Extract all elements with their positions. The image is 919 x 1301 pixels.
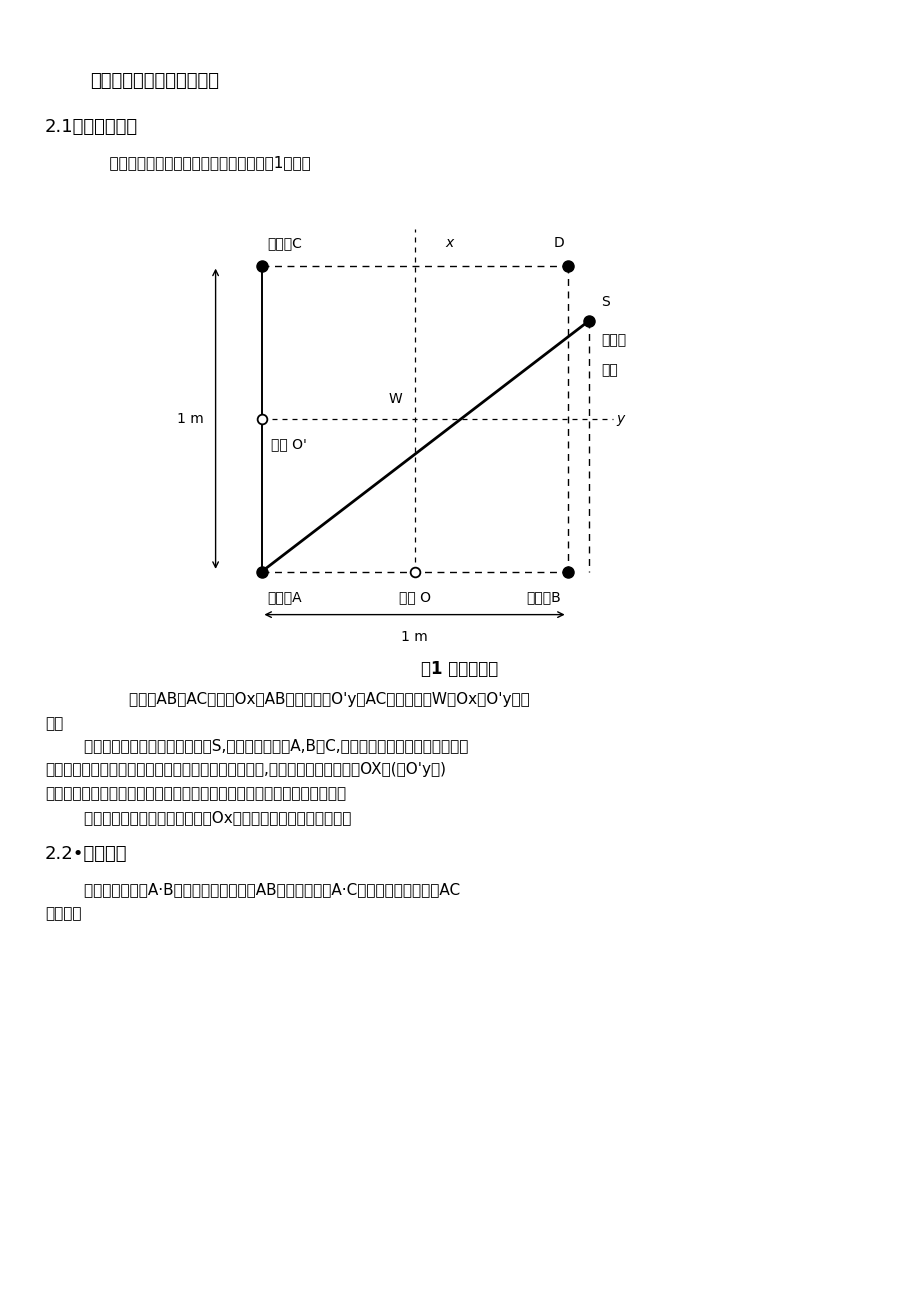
Text: 1 m: 1 m bbox=[176, 411, 203, 425]
Text: 声音接收器能利用可移动声源和接收器之间的不同距离,产生一个可移动声源离OX线(或O'y线): 声音接收器能利用可移动声源和接收器之间的不同距离,产生一个可移动声源离OX线(或… bbox=[45, 762, 446, 777]
Text: 接收器A: 接收器A bbox=[267, 591, 302, 604]
Text: 设计要求与本设计功能概述: 设计要求与本设计功能概述 bbox=[90, 72, 219, 90]
Text: 1 m: 1 m bbox=[401, 630, 427, 644]
Text: 可移动声源运动的起始点必须在Ox线右侧，位置可以任意指定。: 可移动声源运动的起始点必须在Ox线右侧，位置可以任意指定。 bbox=[45, 811, 351, 825]
Text: 的误差信号，并用无线方式将此误差信号传输至可移动声源，引导其运动。: 的误差信号，并用无线方式将此误差信号传输至可移动声源，引导其运动。 bbox=[45, 786, 346, 801]
Text: 2.1、任务要求：: 2.1、任务要求： bbox=[45, 118, 138, 137]
Text: 测距思想：根据A·B两点确定小车距直线AB的距离，根据A·C两点确定小车距直线AC: 测距思想：根据A·B两点确定小车距直线AB的距离，根据A·C两点确定小车距直线A… bbox=[45, 882, 460, 896]
Text: x: x bbox=[445, 237, 453, 250]
Text: 接收器B: 接收器B bbox=[527, 591, 561, 604]
Text: 2.2•测距方案: 2.2•测距方案 bbox=[45, 846, 128, 863]
Text: y: y bbox=[616, 411, 624, 425]
Text: 声音导引系统有一个可移动声源S,三个声音接收器A,B和C,声音接收器之间可以有线连接。: 声音导引系统有一个可移动声源S,三个声音接收器A,B和C,声音接收器之间可以有线… bbox=[45, 738, 468, 753]
Text: 声源: 声源 bbox=[601, 364, 618, 377]
Text: 中点 O: 中点 O bbox=[398, 591, 430, 604]
Text: 可移动: 可移动 bbox=[601, 333, 626, 347]
Text: 图中，AB与AC垂直，Ox是AB的中垂线，O'y是AC的中垂线，W是Ox和O'y的交: 图中，AB与AC垂直，Ox是AB的中垂线，O'y是AC的中垂线，W是Ox和O'y… bbox=[90, 692, 529, 706]
Text: D: D bbox=[553, 237, 564, 250]
Text: S: S bbox=[601, 294, 609, 308]
Text: 中点 O': 中点 O' bbox=[270, 437, 306, 451]
Text: 设计并制作一声音导引系统，示意图如图1所示。: 设计并制作一声音导引系统，示意图如图1所示。 bbox=[90, 155, 311, 170]
Text: 的距离。: 的距离。 bbox=[45, 905, 82, 921]
Text: 点。: 点。 bbox=[45, 716, 63, 731]
Text: 接收器C: 接收器C bbox=[267, 237, 302, 250]
Text: 图1 系统示意图: 图1 系统示意图 bbox=[421, 660, 498, 678]
Text: W: W bbox=[388, 393, 402, 406]
